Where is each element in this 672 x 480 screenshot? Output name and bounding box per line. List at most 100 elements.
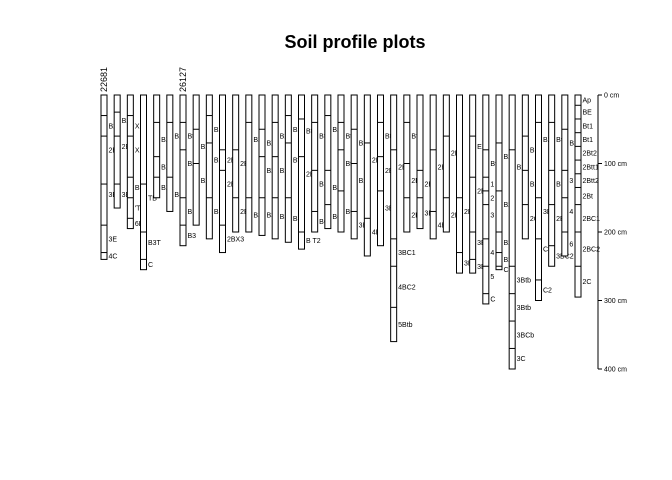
horizon-label: 3 bbox=[569, 178, 573, 185]
soil-profile: B2 2B 3B 3E 4C 22681 bbox=[99, 67, 117, 261]
horizon-label: 3BCb bbox=[517, 332, 535, 339]
horizon-label: 2B bbox=[398, 164, 407, 171]
profile-column bbox=[442, 94, 450, 233]
horizon-label: 1 bbox=[490, 182, 494, 189]
profile-column bbox=[324, 94, 332, 230]
horizon-label: BC bbox=[346, 209, 356, 216]
soil-profile: B2 BX B3 bbox=[271, 94, 290, 240]
horizon-label: Bt bbox=[346, 161, 353, 168]
horizon-label: B2 bbox=[504, 257, 513, 264]
profile-column bbox=[166, 94, 174, 212]
profile-column bbox=[429, 94, 437, 240]
soil-profile: BX B2 B3 bbox=[258, 94, 277, 236]
horizon-label: B2 bbox=[109, 123, 118, 130]
horizon-label: 2B bbox=[372, 158, 381, 165]
horizon-label: BX bbox=[253, 137, 263, 144]
horizon-label: B2 bbox=[188, 161, 197, 168]
soil-profile: BX B3 bbox=[245, 94, 263, 233]
profile-column bbox=[363, 94, 371, 257]
horizon-label: B2 bbox=[214, 158, 223, 165]
horizon-label: Bt bbox=[411, 134, 418, 141]
horizon-label: BX bbox=[161, 185, 171, 192]
horizon-label: 2Bt2 bbox=[583, 151, 598, 158]
profile-column bbox=[179, 94, 187, 247]
horizon-label: 6 bbox=[569, 241, 573, 248]
horizon-label: Bt bbox=[385, 134, 392, 141]
horizon-label: 3E bbox=[477, 240, 486, 247]
profile-column bbox=[284, 94, 292, 243]
soil-profile: B2 B2 B3 bbox=[205, 94, 223, 240]
horizon-label: 2Bt bbox=[583, 194, 594, 201]
depth-tick-label: 300 cm bbox=[604, 298, 627, 305]
soil-profile: B2 B2 3E bbox=[350, 94, 368, 240]
horizon-label: B3 bbox=[293, 216, 302, 223]
profiles-group: B22B3B3E4C22681B22E3EXXB3'TE6BTBB3TCBXBX… bbox=[99, 67, 600, 370]
horizon-label: C bbox=[504, 267, 509, 274]
horizon-label: 2E bbox=[451, 212, 460, 219]
horizon-label: B2 bbox=[332, 127, 341, 134]
horizon-label: 3Btb bbox=[517, 277, 532, 284]
profile-column bbox=[521, 94, 529, 240]
horizon-label: B2 bbox=[569, 140, 578, 147]
soil-profile: B2 B2 B2 B2 C bbox=[495, 94, 513, 274]
horizon-label: E bbox=[477, 144, 482, 151]
profile-id-label: 22681 bbox=[99, 67, 109, 92]
profile-column bbox=[298, 94, 305, 250]
horizon-label: 2E bbox=[122, 144, 131, 151]
soil-profile: BX BX BX bbox=[153, 94, 171, 199]
profile-column bbox=[574, 94, 582, 298]
profile-column bbox=[153, 94, 161, 199]
horizon-label: BX bbox=[201, 178, 211, 185]
horizon-label: 4E bbox=[372, 230, 381, 237]
horizon-label: C bbox=[543, 247, 548, 254]
profile-column bbox=[219, 94, 226, 254]
horizon-label: 4 bbox=[490, 250, 494, 257]
horizon-label: 2E bbox=[438, 164, 447, 171]
horizon-label: BX bbox=[280, 168, 290, 175]
profile-column bbox=[495, 94, 503, 271]
horizon-label: B3 bbox=[135, 185, 144, 192]
profile-column bbox=[350, 94, 358, 240]
horizon-label: B2 bbox=[504, 202, 513, 209]
soil-profile: 2B 2B bbox=[232, 94, 249, 233]
profile-column bbox=[205, 94, 213, 240]
horizon-label: Ap bbox=[583, 98, 592, 105]
horizon-label: BX bbox=[267, 140, 277, 147]
soil-profile: BX BX bbox=[192, 94, 211, 226]
horizon-label: B bbox=[319, 182, 324, 189]
soil-profile: Bt B 2B 3BC2 bbox=[548, 94, 574, 267]
profile-column bbox=[377, 94, 384, 247]
horizon-label: 3B bbox=[543, 209, 552, 216]
soil-profile: Bt 1 2 3 4 5 C bbox=[482, 94, 497, 305]
horizon-label: Bt bbox=[346, 134, 353, 141]
horizon-label: B2 bbox=[174, 134, 183, 141]
horizon-label: 3BC2 bbox=[556, 253, 574, 260]
horizon-label: C2 bbox=[543, 288, 552, 295]
horizon-label: B2 bbox=[214, 127, 223, 134]
horizon-label: B2 bbox=[293, 127, 302, 134]
horizon-label: 5Btb bbox=[398, 322, 413, 329]
horizon-label: BC bbox=[332, 214, 342, 221]
soil-profile: 2B 3E bbox=[456, 94, 473, 274]
soil-profile: B B2 2C bbox=[521, 94, 539, 240]
horizon-label: 2B bbox=[385, 168, 394, 175]
horizon-label: BX bbox=[201, 144, 211, 151]
profile-column bbox=[482, 94, 490, 305]
profile-column bbox=[548, 94, 556, 267]
soil-profile: E 2E 3E 3B bbox=[469, 94, 486, 274]
profile-column bbox=[337, 94, 345, 233]
profile-column bbox=[258, 94, 266, 236]
soil-profile: 2B 3BC1 4BC2 5Btb bbox=[390, 94, 416, 343]
horizon-label: 3E bbox=[122, 192, 131, 199]
profile-column bbox=[192, 94, 200, 226]
horizon-label: Bt bbox=[188, 134, 195, 141]
horizon-label: X bbox=[135, 123, 140, 130]
soil-profile: B2 3 4 6 bbox=[561, 94, 578, 257]
horizon-label: B2 bbox=[543, 137, 552, 144]
horizon-label: Bt1 bbox=[583, 137, 594, 144]
horizon-label: 2BX3 bbox=[227, 236, 244, 243]
horizon-label: B3 bbox=[267, 212, 276, 219]
horizon-label: 4 bbox=[569, 209, 573, 216]
soil-profile: B2 B3 bbox=[166, 94, 183, 212]
